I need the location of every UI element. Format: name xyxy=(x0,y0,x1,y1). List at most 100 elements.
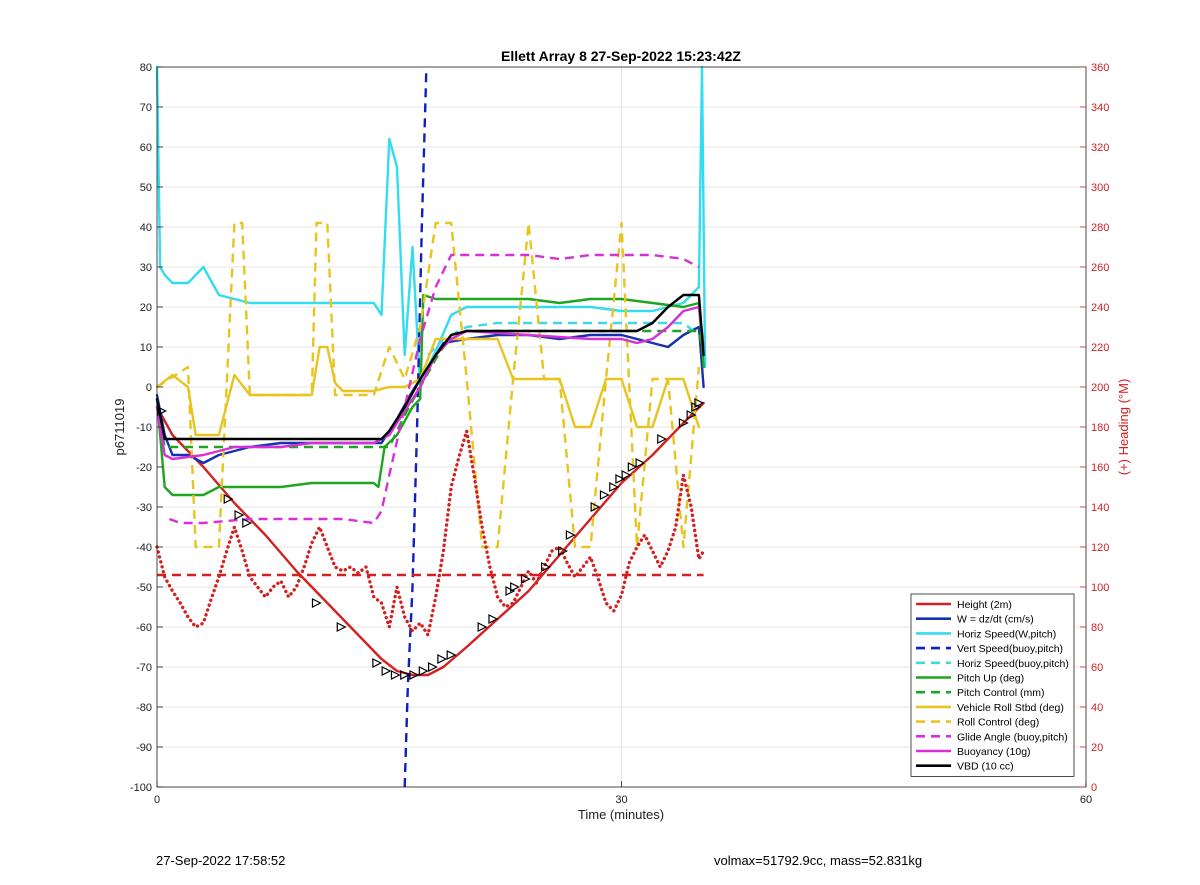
height-marker xyxy=(381,666,392,676)
legend: Height (2m) W = dz/dt (cm/s) Horiz Speed(W… xyxy=(910,593,1075,777)
x-axis: 0 30 60 xyxy=(154,781,1092,806)
left-tick-label: -20 xyxy=(136,462,152,474)
legend-label-glide-angle-buoy-pitch: Glide Angle (buoy,pitch) xyxy=(957,731,1068,743)
legend-box xyxy=(910,593,1075,777)
right-tick-label: 140 xyxy=(1091,502,1109,514)
right-tick-label: 240 xyxy=(1091,302,1109,314)
left-tick-label: -100 xyxy=(130,782,152,794)
height-marker xyxy=(400,670,411,680)
right-tick-label: 200 xyxy=(1091,382,1109,394)
right-tick-label: 0 xyxy=(1091,782,1097,794)
height-marker xyxy=(409,670,420,680)
left-tick-label: 20 xyxy=(140,302,152,314)
height-marker xyxy=(615,474,626,484)
chart-title: Ellett Array 8 27-Sep-2022 15:23:42Z xyxy=(501,48,741,64)
height-marker xyxy=(372,658,383,668)
series-line-roll-control-deg xyxy=(156,221,701,549)
legend-label-w-dz-dt-cm-s: W = dz/dt (cm/s) xyxy=(957,614,1034,626)
height-marker xyxy=(565,530,576,540)
height-marker xyxy=(437,654,448,664)
left-tick-label: 0 xyxy=(146,382,152,394)
left-tick-label: 10 xyxy=(140,342,152,354)
left-tick-label: -50 xyxy=(136,582,152,594)
height-marker xyxy=(657,434,668,444)
left-tick-label: 80 xyxy=(140,62,152,74)
left-tick-label: -10 xyxy=(136,422,152,434)
height-marker xyxy=(510,582,521,592)
series-line-vbd-10-cc xyxy=(155,293,705,441)
right-tick-label: 80 xyxy=(1091,622,1103,634)
height-marker xyxy=(505,586,516,596)
legend-label-vert-speed-buoy-pitch: Vert Speed(buoy,pitch) xyxy=(957,643,1063,655)
height-marker xyxy=(627,462,638,472)
height-marker xyxy=(590,502,601,512)
series-line-heading-13 xyxy=(155,429,706,637)
legend-label-vbd-10-cc: VBD (10 cc) xyxy=(957,761,1014,773)
right-tick-label: 280 xyxy=(1091,222,1109,234)
right-tick-label: 260 xyxy=(1091,262,1109,274)
height-marker xyxy=(390,670,401,680)
legend-label-pitch-control-mm: Pitch Control (mm) xyxy=(957,687,1045,699)
right-tick-label: 160 xyxy=(1091,462,1109,474)
legend-label-buoyancy-10g: Buoyancy (10g) xyxy=(957,746,1031,758)
height-marker xyxy=(428,662,438,672)
footer-stats: volmax=51792.9cc, mass=52.831kg xyxy=(714,853,923,868)
right-tick-label: 120 xyxy=(1091,542,1109,554)
height-marker xyxy=(678,418,689,428)
series-line-horiz-speed-buoy-pitch xyxy=(427,321,705,356)
height-marker xyxy=(477,622,488,632)
height-marker xyxy=(541,562,551,572)
legend-label-horiz-speed-buoy-pitch: Horiz Speed(buoy,pitch) xyxy=(957,658,1069,670)
right-tick-label: 320 xyxy=(1091,142,1109,154)
right-tick-label: 180 xyxy=(1091,422,1109,434)
height-marker xyxy=(599,490,610,500)
x-tick-label: 60 xyxy=(1080,794,1092,806)
height-marker xyxy=(635,458,646,468)
legend-label-vehicle-roll-stbd-deg: Vehicle Roll Stbd (deg) xyxy=(957,702,1064,714)
right-tick-label: 20 xyxy=(1091,742,1103,754)
height-marker xyxy=(558,546,569,556)
data-series xyxy=(155,65,707,788)
height-marker xyxy=(242,518,253,528)
right-tick-label: 300 xyxy=(1091,182,1109,194)
height-marker xyxy=(311,598,322,608)
left-tick-label: 40 xyxy=(140,222,152,234)
left-axis-label: p6711019 xyxy=(112,399,127,456)
height-marker xyxy=(686,410,697,420)
x-tick-label: 0 xyxy=(154,794,160,806)
left-tick-label: -70 xyxy=(136,662,152,674)
height-marker xyxy=(157,406,167,416)
height-markers xyxy=(157,398,705,680)
right-axis-label: (+) Heading (°M) xyxy=(1116,379,1131,476)
right-tick-label: 60 xyxy=(1091,662,1103,674)
right-tick-label: 360 xyxy=(1091,62,1109,74)
height-marker xyxy=(336,622,347,632)
series-line-horiz-speed-w-pitch xyxy=(155,65,707,389)
x-tick-label: 30 xyxy=(615,794,627,806)
height-marker xyxy=(520,574,531,584)
height-marker xyxy=(418,666,429,676)
right-tick-label: 40 xyxy=(1091,702,1103,714)
height-marker xyxy=(446,650,457,660)
series-line-pitch-up-deg xyxy=(155,293,705,497)
left-tick-label: 70 xyxy=(140,102,152,114)
series-line-vert-speed-buoy-pitch xyxy=(403,66,428,788)
series-line-buoyancy-10g xyxy=(155,305,705,461)
height-marker xyxy=(223,494,234,504)
height-marker xyxy=(694,398,705,408)
right-tick-label: 100 xyxy=(1091,582,1109,594)
legend-label-height-2m: Height (2m) xyxy=(957,599,1012,611)
right-tick-label: 340 xyxy=(1091,102,1109,114)
x-axis-label: Time (minutes) xyxy=(578,807,664,822)
legend-label-pitch-up-deg: Pitch Up (deg) xyxy=(957,673,1024,685)
height-marker xyxy=(234,510,245,520)
footer-datetime: 27-Sep-2022 17:58:52 xyxy=(156,853,286,868)
height-marker xyxy=(488,614,499,624)
left-tick-label: 30 xyxy=(140,262,152,274)
left-tick-label: -80 xyxy=(136,702,152,714)
legend-label-horiz-speed-w-pitch: Horiz Speed(W,pitch) xyxy=(957,628,1056,640)
left-axis: -100-90-80-70-60-50-40-30-20-10010203040… xyxy=(130,62,163,794)
legend-label-roll-control-deg: Roll Control (deg) xyxy=(957,717,1039,729)
height-marker xyxy=(609,482,620,492)
